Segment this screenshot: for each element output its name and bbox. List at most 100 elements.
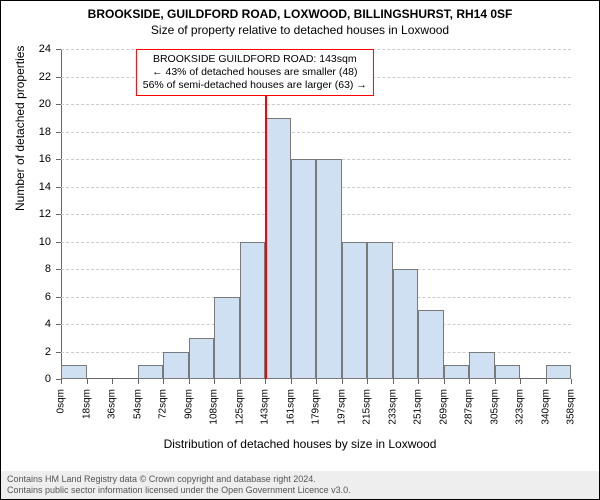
histogram-bar: [163, 352, 189, 380]
xtick-mark: [112, 379, 113, 384]
histogram-bar: [367, 242, 393, 380]
ytick-label: 2: [45, 346, 51, 358]
xtick-label: 251sqm: [413, 389, 424, 425]
chart-area: 0246810121416182022240sqm18sqm36sqm54sqm…: [61, 49, 571, 379]
xtick-label: 90sqm: [183, 389, 194, 419]
ytick-label: 24: [39, 43, 51, 55]
xtick-mark: [138, 379, 139, 384]
chart-container: BROOKSIDE, GUILDFORD ROAD, LOXWOOD, BILL…: [0, 0, 600, 500]
xtick-mark: [418, 379, 419, 384]
histogram-bar: [265, 118, 291, 379]
annotation-line-2: ← 43% of detached houses are smaller (48…: [143, 66, 367, 79]
histogram-bar: [418, 310, 444, 379]
xtick-mark: [444, 379, 445, 384]
xtick-label: 143sqm: [260, 389, 271, 425]
histogram-bar: [61, 365, 87, 379]
histogram-bar: [316, 159, 342, 379]
xtick-label: 18sqm: [81, 389, 92, 419]
xtick-label: 54sqm: [132, 389, 143, 419]
xtick-mark: [342, 379, 343, 384]
xtick-mark: [240, 379, 241, 384]
footer-line-2: Contains public sector information licen…: [7, 485, 593, 496]
histogram-bar: [291, 159, 317, 379]
ytick-label: 14: [39, 181, 51, 193]
xtick-mark: [163, 379, 164, 384]
xtick-mark: [87, 379, 88, 384]
xtick-mark: [546, 379, 547, 384]
xtick-label: 287sqm: [464, 389, 475, 425]
ytick-label: 12: [39, 208, 51, 220]
xtick-label: 72sqm: [158, 389, 169, 419]
ytick-mark: [56, 104, 61, 105]
xtick-mark: [291, 379, 292, 384]
xtick-label: 36sqm: [107, 389, 118, 419]
ytick-mark: [56, 187, 61, 188]
marker-line: [265, 49, 267, 379]
page-title: BROOKSIDE, GUILDFORD ROAD, LOXWOOD, BILL…: [1, 7, 599, 21]
xtick-mark: [316, 379, 317, 384]
ytick-label: 8: [45, 263, 51, 275]
ytick-mark: [56, 324, 61, 325]
histogram-bar: [138, 365, 164, 379]
xtick-label: 0sqm: [56, 389, 67, 413]
plot-region: 0246810121416182022240sqm18sqm36sqm54sqm…: [61, 49, 571, 379]
gridline: [61, 132, 571, 133]
xtick-mark: [61, 379, 62, 384]
histogram-bar: [444, 365, 470, 379]
xtick-label: 358sqm: [566, 389, 577, 425]
xtick-label: 197sqm: [336, 389, 347, 425]
ytick-label: 0: [45, 373, 51, 385]
ytick-mark: [56, 242, 61, 243]
ytick-label: 6: [45, 291, 51, 303]
xtick-label: 161sqm: [285, 389, 296, 425]
xtick-label: 340sqm: [540, 389, 551, 425]
ytick-mark: [56, 297, 61, 298]
xtick-mark: [265, 379, 266, 384]
xtick-label: 108sqm: [209, 389, 220, 425]
footer-attribution: Contains HM Land Registry data © Crown c…: [1, 471, 599, 500]
xtick-label: 323sqm: [515, 389, 526, 425]
histogram-bar: [495, 365, 521, 379]
xtick-label: 179sqm: [311, 389, 322, 425]
page-subtitle: Size of property relative to detached ho…: [1, 23, 599, 37]
xtick-mark: [393, 379, 394, 384]
xtick-label: 125sqm: [234, 389, 245, 425]
annotation-line-3: 56% of semi-detached houses are larger (…: [143, 79, 367, 92]
ytick-label: 4: [45, 318, 51, 330]
gridline: [61, 104, 571, 105]
annotation-line-1: BROOKSIDE GUILDFORD ROAD: 143sqm: [143, 53, 367, 66]
xtick-label: 233sqm: [387, 389, 398, 425]
xtick-label: 305sqm: [489, 389, 500, 425]
histogram-bar: [214, 297, 240, 380]
histogram-bar: [240, 242, 266, 380]
xtick-mark: [214, 379, 215, 384]
ytick-mark: [56, 49, 61, 50]
ytick-label: 16: [39, 153, 51, 165]
ytick-label: 10: [39, 236, 51, 248]
ytick-mark: [56, 77, 61, 78]
footer-line-1: Contains HM Land Registry data © Crown c…: [7, 474, 593, 485]
xtick-mark: [495, 379, 496, 384]
ytick-label: 18: [39, 126, 51, 138]
xtick-label: 215sqm: [362, 389, 373, 425]
histogram-bar: [393, 269, 419, 379]
xtick-mark: [520, 379, 521, 384]
xtick-mark: [571, 379, 572, 384]
histogram-bar: [469, 352, 495, 380]
x-axis-title: Distribution of detached houses by size …: [1, 437, 599, 451]
histogram-bar: [546, 365, 572, 379]
annotation-box: BROOKSIDE GUILDFORD ROAD: 143sqm← 43% of…: [136, 49, 374, 96]
ytick-mark: [56, 159, 61, 160]
y-axis-title: Number of detached properties: [13, 46, 27, 211]
xtick-label: 269sqm: [438, 389, 449, 425]
xtick-mark: [189, 379, 190, 384]
ytick-mark: [56, 269, 61, 270]
histogram-bar: [189, 338, 215, 379]
histogram-bar: [342, 242, 368, 380]
xtick-mark: [469, 379, 470, 384]
ytick-label: 20: [39, 98, 51, 110]
ytick-mark: [56, 132, 61, 133]
xtick-mark: [367, 379, 368, 384]
ytick-mark: [56, 352, 61, 353]
ytick-label: 22: [39, 71, 51, 83]
